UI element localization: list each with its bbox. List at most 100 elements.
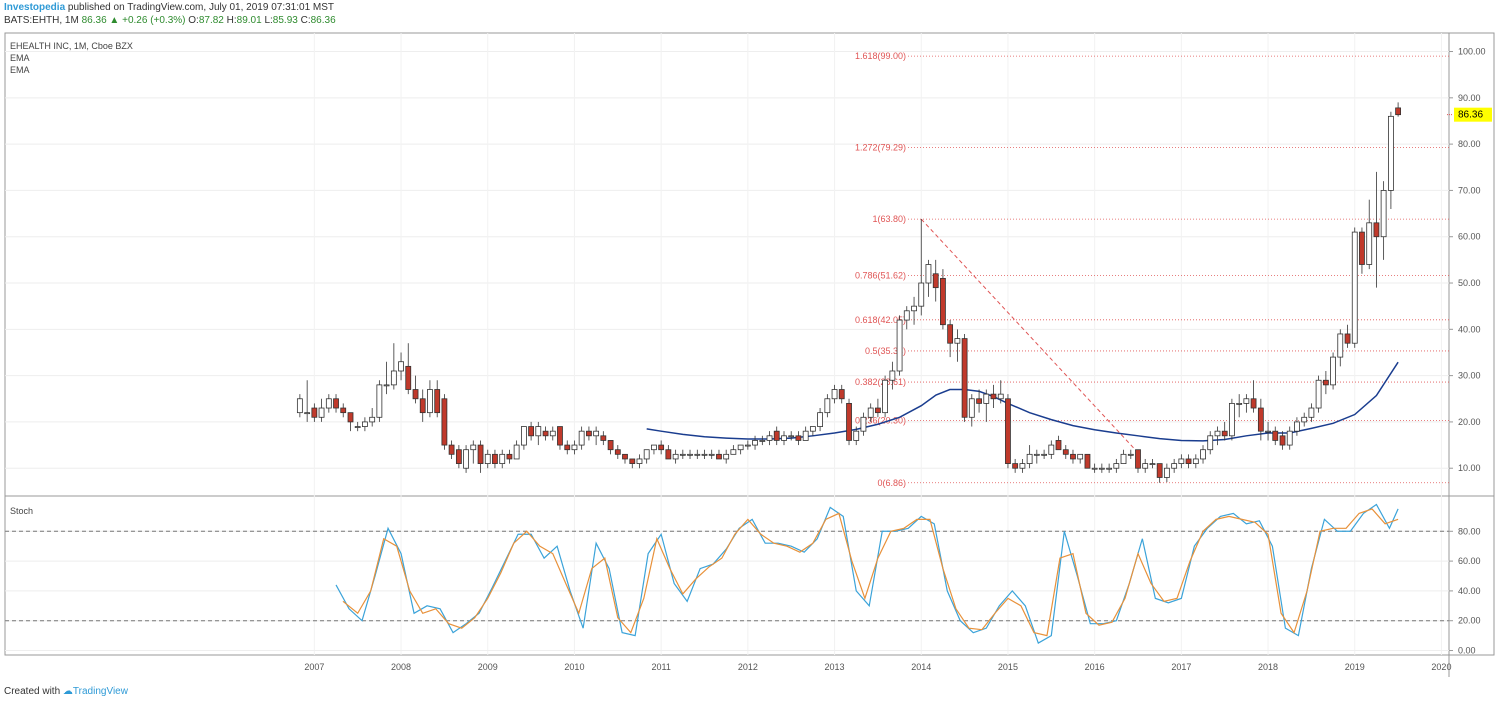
- candle-body[interactable]: [1395, 107, 1401, 116]
- candle-body[interactable]: [961, 338, 968, 418]
- candle-body[interactable]: [846, 402, 852, 441]
- candle-body[interactable]: [1221, 430, 1228, 437]
- candle-body[interactable]: [1178, 458, 1185, 464]
- candle-body[interactable]: [311, 407, 318, 418]
- candle-body[interactable]: [564, 444, 571, 451]
- candle-body[interactable]: [968, 398, 975, 418]
- candle-body[interactable]: [513, 444, 520, 460]
- candle-body[interactable]: [1127, 453, 1134, 456]
- candle-body[interactable]: [448, 444, 455, 455]
- candle-body[interactable]: [376, 384, 383, 418]
- candle-body[interactable]: [586, 430, 592, 437]
- candle-body[interactable]: [752, 440, 758, 446]
- candle-body[interactable]: [1207, 435, 1214, 451]
- candle-body[interactable]: [838, 389, 845, 400]
- legend-ema-1[interactable]: EMA: [10, 53, 30, 63]
- candle-body[interactable]: [701, 453, 708, 456]
- candle-body[interactable]: [1135, 449, 1141, 469]
- candle-body[interactable]: [296, 398, 303, 414]
- candle-body[interactable]: [781, 435, 787, 441]
- candle-body[interactable]: [1156, 463, 1163, 478]
- candle-body[interactable]: [419, 398, 426, 414]
- candle-body[interactable]: [1200, 449, 1206, 460]
- candle-body[interactable]: [441, 398, 448, 446]
- candle-body[interactable]: [694, 453, 701, 456]
- candle-body[interactable]: [629, 458, 636, 464]
- candle-body[interactable]: [607, 440, 614, 451]
- candle-body[interactable]: [463, 449, 469, 469]
- candle-body[interactable]: [1142, 463, 1149, 469]
- candle-body[interactable]: [716, 453, 722, 460]
- candle-body[interactable]: [506, 453, 513, 460]
- candle-body[interactable]: [824, 398, 831, 414]
- candle-body[interactable]: [651, 444, 657, 451]
- candle-body[interactable]: [398, 361, 404, 372]
- candle-body[interactable]: [528, 426, 534, 437]
- candle-body[interactable]: [1091, 467, 1098, 470]
- candle-body[interactable]: [744, 444, 751, 447]
- candle-body[interactable]: [1163, 467, 1170, 478]
- candle-body[interactable]: [1098, 467, 1105, 470]
- candle-body[interactable]: [875, 407, 881, 414]
- candle-body[interactable]: [882, 379, 888, 414]
- candle-body[interactable]: [1250, 398, 1257, 409]
- candle-body[interactable]: [390, 370, 397, 386]
- candle-body[interactable]: [1243, 398, 1250, 404]
- candle-body[interactable]: [983, 393, 990, 404]
- candle-body[interactable]: [1005, 398, 1011, 464]
- candle-body[interactable]: [997, 393, 1004, 400]
- candle-body[interactable]: [932, 273, 939, 289]
- candle-body[interactable]: [318, 407, 325, 418]
- candle-body[interactable]: [535, 426, 542, 437]
- candle-body[interactable]: [759, 440, 766, 442]
- candle-body[interactable]: [1279, 435, 1286, 446]
- candle-body[interactable]: [911, 305, 917, 312]
- candle-body[interactable]: [1077, 453, 1084, 460]
- candle-body[interactable]: [521, 426, 527, 446]
- candle-body[interactable]: [1373, 222, 1380, 238]
- candle-body[interactable]: [354, 426, 361, 428]
- candle-body[interactable]: [636, 458, 643, 464]
- candle-body[interactable]: [470, 444, 477, 451]
- candle-body[interactable]: [593, 430, 600, 437]
- candle-body[interactable]: [1070, 453, 1076, 460]
- candle-body[interactable]: [1351, 231, 1358, 344]
- candle-body[interactable]: [347, 412, 354, 423]
- candle-body[interactable]: [622, 453, 628, 460]
- candle-body[interactable]: [578, 430, 585, 446]
- candle-body[interactable]: [1344, 333, 1351, 344]
- candle-body[interactable]: [455, 449, 462, 464]
- candle-body[interactable]: [788, 435, 795, 438]
- candle-body[interactable]: [817, 412, 823, 427]
- candle-body[interactable]: [867, 407, 874, 418]
- candle-body[interactable]: [853, 430, 860, 441]
- candle-body[interactable]: [1322, 379, 1329, 386]
- candle-body[interactable]: [889, 370, 896, 381]
- candle-body[interactable]: [361, 421, 368, 427]
- candle-body[interactable]: [1149, 463, 1156, 465]
- candle-body[interactable]: [665, 449, 672, 460]
- candle-body[interactable]: [831, 389, 838, 400]
- candle-body[interactable]: [947, 324, 954, 344]
- candle-body[interactable]: [1228, 402, 1235, 437]
- candle-body[interactable]: [658, 444, 665, 451]
- tradingview-logo-icon[interactable]: ☁: [62, 686, 73, 697]
- candle-body[interactable]: [896, 319, 903, 372]
- candle-body[interactable]: [766, 435, 773, 441]
- candle-body[interactable]: [1308, 407, 1315, 418]
- candle-body[interactable]: [1286, 430, 1293, 446]
- candle-body[interactable]: [1012, 463, 1019, 469]
- candle-body[interactable]: [1301, 416, 1308, 423]
- candle-body[interactable]: [679, 453, 686, 456]
- candle-body[interactable]: [484, 453, 491, 464]
- candle-body[interactable]: [672, 453, 679, 460]
- candle-body[interactable]: [340, 407, 347, 414]
- candle-body[interactable]: [1236, 402, 1243, 405]
- candle-body[interactable]: [1265, 430, 1271, 433]
- candle-body[interactable]: [802, 430, 809, 441]
- candle-body[interactable]: [1055, 440, 1062, 451]
- candle-body[interactable]: [614, 449, 621, 455]
- candle-body[interactable]: [1294, 421, 1300, 432]
- legend-stoch[interactable]: Stoch: [10, 506, 34, 516]
- candle-body[interactable]: [1192, 458, 1199, 464]
